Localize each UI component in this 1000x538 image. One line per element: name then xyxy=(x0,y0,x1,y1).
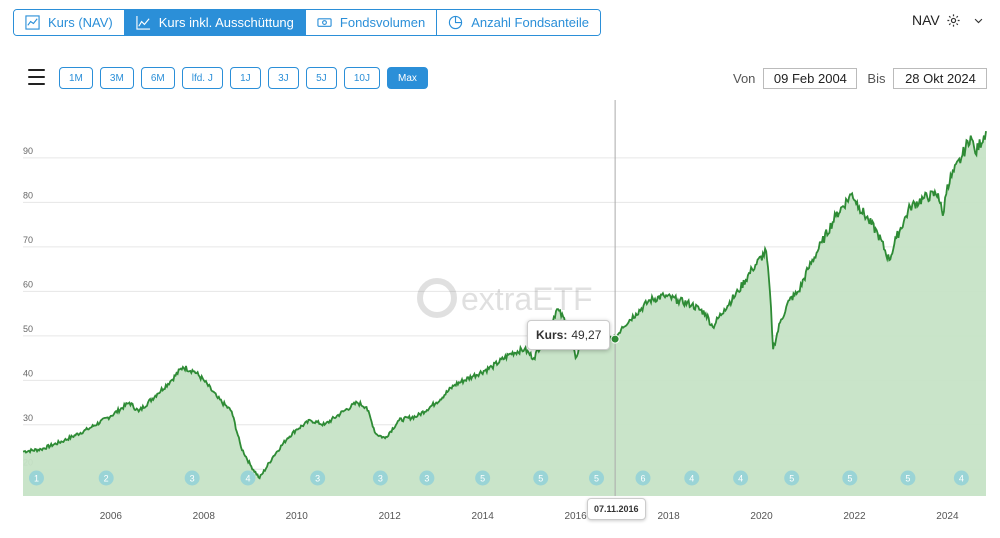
from-date-input[interactable]: 09 Feb 2004 xyxy=(763,68,858,89)
range-button-5j[interactable]: 5J xyxy=(305,67,337,89)
svg-text:extraETF: extraETF xyxy=(461,281,593,317)
hamburger-menu-icon[interactable] xyxy=(28,69,45,85)
x-tick-label: 2018 xyxy=(657,511,680,522)
area-fill xyxy=(23,131,986,496)
tab-label: Fondsvolumen xyxy=(339,15,426,30)
distribution-marker: 3 xyxy=(184,470,200,486)
svg-text:5: 5 xyxy=(538,474,543,484)
nav-label: NAV xyxy=(912,12,940,28)
area-chart-icon xyxy=(136,15,150,30)
distribution-marker: 4 xyxy=(733,470,749,486)
y-tick-label: 40 xyxy=(23,368,33,378)
svg-text:2: 2 xyxy=(104,474,109,484)
chart-view-tabs: Kurs (NAV) Kurs inkl. Ausschüttung Fonds… xyxy=(13,9,601,36)
tab-label: Kurs (NAV) xyxy=(48,15,113,30)
range-button-3j[interactable]: 3J xyxy=(267,67,299,89)
y-tick-label: 30 xyxy=(23,413,33,423)
date-range: Von 09 Feb 2004 Bis 28 Okt 2024 xyxy=(733,68,988,89)
x-tick-label: 2020 xyxy=(750,511,773,522)
tooltip-label: Kurs: xyxy=(536,328,568,342)
distribution-marker: 5 xyxy=(900,470,916,486)
svg-text:5: 5 xyxy=(594,474,599,484)
svg-text:4: 4 xyxy=(738,474,743,484)
price-line xyxy=(22,130,987,480)
range-button-6m[interactable]: 6M xyxy=(140,67,175,89)
crosshair-date-label: 07.11.2016 xyxy=(587,498,646,520)
svg-text:3: 3 xyxy=(424,474,429,484)
y-tick-label: 70 xyxy=(23,235,33,245)
svg-text:4: 4 xyxy=(689,474,694,484)
svg-text:3: 3 xyxy=(378,474,383,484)
to-date-input[interactable]: 28 Okt 2024 xyxy=(893,68,988,89)
tab-anzahl-fondsanteile[interactable]: Anzahl Fondsanteile xyxy=(437,10,600,35)
svg-text:3: 3 xyxy=(190,474,195,484)
svg-text:4: 4 xyxy=(245,474,250,484)
price-tooltip: Kurs: 49,27 xyxy=(527,320,611,350)
distribution-marker: 5 xyxy=(784,470,800,486)
range-button-ytd[interactable]: lfd. J xyxy=(181,67,223,89)
y-tick-label: 50 xyxy=(23,324,33,334)
x-tick-label: 2014 xyxy=(472,511,495,522)
range-button-10j[interactable]: 10J xyxy=(343,67,380,89)
svg-text:5: 5 xyxy=(789,474,794,484)
price-chart[interactable]: 2030405060708090extraETF1234333555644555… xyxy=(0,100,1000,525)
x-tick-label: 2012 xyxy=(379,511,402,522)
distribution-marker: 5 xyxy=(842,470,858,486)
svg-text:4: 4 xyxy=(959,474,964,484)
y-tick-label: 90 xyxy=(23,146,33,156)
distribution-marker: 5 xyxy=(533,470,549,486)
x-tick-label: 2016 xyxy=(564,511,587,522)
x-tick-label: 2006 xyxy=(100,511,123,522)
chevron-down-icon xyxy=(974,18,983,23)
svg-text:5: 5 xyxy=(905,474,910,484)
svg-text:5: 5 xyxy=(847,474,852,484)
tab-fondsvolumen[interactable]: Fondsvolumen xyxy=(305,10,438,35)
tab-kurs-inkl-ausschuettung[interactable]: Kurs inkl. Ausschüttung xyxy=(124,10,306,35)
tab-label: Kurs inkl. Ausschüttung xyxy=(158,15,294,30)
crosshair-point xyxy=(610,334,620,344)
nav-dropdown[interactable]: NAV xyxy=(912,12,984,28)
distribution-marker: 3 xyxy=(419,470,435,486)
y-tick-label: 60 xyxy=(23,279,33,289)
x-tick-label: 2008 xyxy=(193,511,216,522)
distribution-marker: 4 xyxy=(953,470,969,486)
tooltip-value: 49,27 xyxy=(571,328,602,342)
to-label: Bis xyxy=(867,71,886,86)
pie-chart-icon xyxy=(449,15,463,30)
svg-text:5: 5 xyxy=(480,474,485,484)
distribution-marker: 2 xyxy=(98,470,114,486)
tab-label: Anzahl Fondsanteile xyxy=(471,15,589,30)
distribution-marker: 3 xyxy=(372,470,388,486)
line-chart-icon xyxy=(25,15,40,30)
x-tick-label: 2022 xyxy=(843,511,866,522)
distribution-marker: 5 xyxy=(589,470,605,486)
from-label: Von xyxy=(733,71,756,86)
range-button-3m[interactable]: 3M xyxy=(99,67,134,89)
y-tick-label: 80 xyxy=(23,190,33,200)
distribution-marker: 5 xyxy=(475,470,491,486)
svg-text:3: 3 xyxy=(315,474,320,484)
range-button-1j[interactable]: 1J xyxy=(229,67,261,89)
x-tick-label: 2024 xyxy=(936,511,959,522)
svg-text:1: 1 xyxy=(34,474,39,484)
distribution-marker: 1 xyxy=(28,470,44,486)
distribution-marker: 3 xyxy=(310,470,326,486)
range-button-max[interactable]: Max xyxy=(386,67,428,89)
svg-text:6: 6 xyxy=(640,474,645,484)
x-tick-label: 2010 xyxy=(286,511,309,522)
extraetf-logo: extraETF xyxy=(417,278,593,318)
distribution-marker: 4 xyxy=(240,470,256,486)
range-button-1m[interactable]: 1M xyxy=(59,67,93,89)
time-range-buttons: 1M 3M 6M lfd. J 1J 3J 5J 10J Max xyxy=(59,67,428,89)
money-icon xyxy=(317,18,332,27)
distribution-marker: 4 xyxy=(684,470,700,486)
gear-icon xyxy=(947,13,960,27)
tab-kurs-nav[interactable]: Kurs (NAV) xyxy=(14,10,125,35)
distribution-marker: 6 xyxy=(635,470,651,486)
